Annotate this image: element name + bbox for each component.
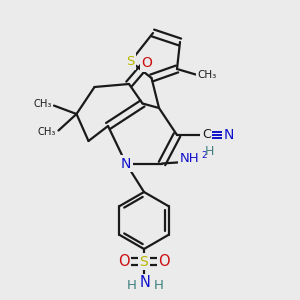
Text: S: S bbox=[140, 255, 148, 268]
Text: 2: 2 bbox=[201, 152, 207, 160]
Text: H: H bbox=[127, 279, 137, 292]
Text: CH₃: CH₃ bbox=[38, 127, 56, 137]
Text: S: S bbox=[126, 55, 135, 68]
Text: N: N bbox=[121, 157, 131, 170]
Text: N: N bbox=[224, 128, 234, 142]
Text: O: O bbox=[118, 254, 129, 269]
Text: O: O bbox=[159, 254, 170, 269]
Text: H: H bbox=[204, 145, 214, 158]
Text: C: C bbox=[202, 128, 211, 141]
Text: N: N bbox=[140, 275, 151, 290]
Text: NH: NH bbox=[180, 152, 200, 166]
Text: CH₃: CH₃ bbox=[197, 70, 217, 80]
Text: CH₃: CH₃ bbox=[33, 99, 52, 109]
Text: O: O bbox=[142, 56, 152, 70]
Text: H: H bbox=[154, 279, 164, 292]
